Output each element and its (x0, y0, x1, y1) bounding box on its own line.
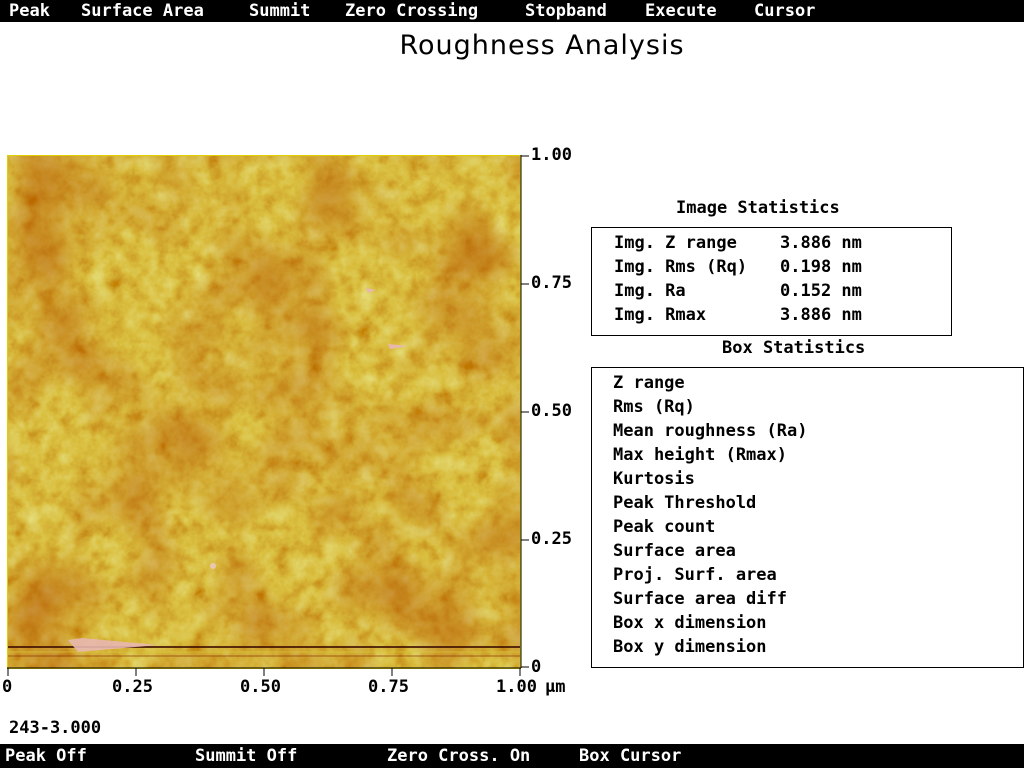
image-statistics-heading: Image Statistics (676, 198, 840, 218)
stat-value: 3.886 nm (780, 233, 862, 253)
box-stat-label: Peak Threshold (613, 493, 757, 513)
menu-stopband[interactable]: Stopband (525, 1, 607, 21)
scan-label: 243-3.000 (9, 718, 102, 738)
afm-height-image[interactable] (7, 155, 521, 669)
box-stat-label: Surface area (613, 541, 736, 561)
y-tick-label: 0 (531, 657, 542, 677)
menu-zero-crossing[interactable]: Zero Crossing (345, 1, 479, 21)
status-summit: Summit Off (195, 746, 298, 766)
status-bar: Peak Off Summit Off Zero Cross. On Box C… (0, 744, 1024, 768)
box-stat-label: Mean roughness (Ra) (613, 421, 808, 441)
box-stat-label: Box x dimension (613, 613, 767, 633)
status-cursor: Box Cursor (579, 746, 682, 766)
y-tick-label: 0.25 (531, 529, 572, 549)
menu-bar: Peak Surface Area Summit Zero Crossing S… (0, 0, 1024, 22)
box-stat-label: Kurtosis (613, 469, 695, 489)
y-tick-label: 1.00 (531, 145, 572, 165)
stat-label: Img. Ra (614, 281, 686, 301)
stat-value: 0.198 nm (780, 257, 862, 277)
x-tick-label: 0.50 (240, 677, 281, 697)
menu-cursor[interactable]: Cursor (754, 1, 816, 21)
status-zero-cross: Zero Cross. On (387, 746, 531, 766)
y-tick-label: 0.75 (531, 273, 572, 293)
page-title: Roughness Analysis (399, 30, 685, 61)
stat-value: 3.886 nm (780, 305, 862, 325)
x-tick-label: 0 (2, 677, 13, 697)
stat-label: Img. Rms (Rq) (614, 257, 748, 277)
stat-label: Img. Z range (614, 233, 737, 253)
box-stat-label: Surface area diff (613, 589, 787, 609)
box-stat-label: Max height (Rmax) (613, 445, 787, 465)
box-stat-label: Peak count (613, 517, 716, 537)
y-tick-label: 0.50 (531, 401, 572, 421)
menu-peak[interactable]: Peak (9, 1, 50, 21)
x-tick-label: 0.75 (368, 677, 409, 697)
box-statistics-panel: Z range Rms (Rq) Mean roughness (Ra) Max… (591, 367, 1024, 668)
box-stat-label: Box y dimension (613, 637, 767, 657)
x-unit-label: µm (545, 677, 566, 697)
menu-summit[interactable]: Summit (249, 1, 311, 21)
box-statistics-heading: Box Statistics (722, 338, 866, 358)
x-tick-label: 1.00 (496, 677, 537, 697)
image-statistics-panel: Img. Z range 3.886 nm Img. Rms (Rq) 0.19… (591, 227, 952, 336)
stat-label: Img. Rmax (614, 305, 707, 325)
menu-execute[interactable]: Execute (645, 1, 717, 21)
box-stat-label: Z range (613, 373, 685, 393)
status-peak: Peak Off (5, 746, 87, 766)
box-stat-label: Rms (Rq) (613, 397, 695, 417)
stat-value: 0.152 nm (780, 281, 862, 301)
box-stat-label: Proj. Surf. area (613, 565, 777, 585)
menu-surface-area[interactable]: Surface Area (81, 1, 204, 21)
afm-image-canvas (8, 156, 520, 668)
x-tick-label: 0.25 (112, 677, 153, 697)
